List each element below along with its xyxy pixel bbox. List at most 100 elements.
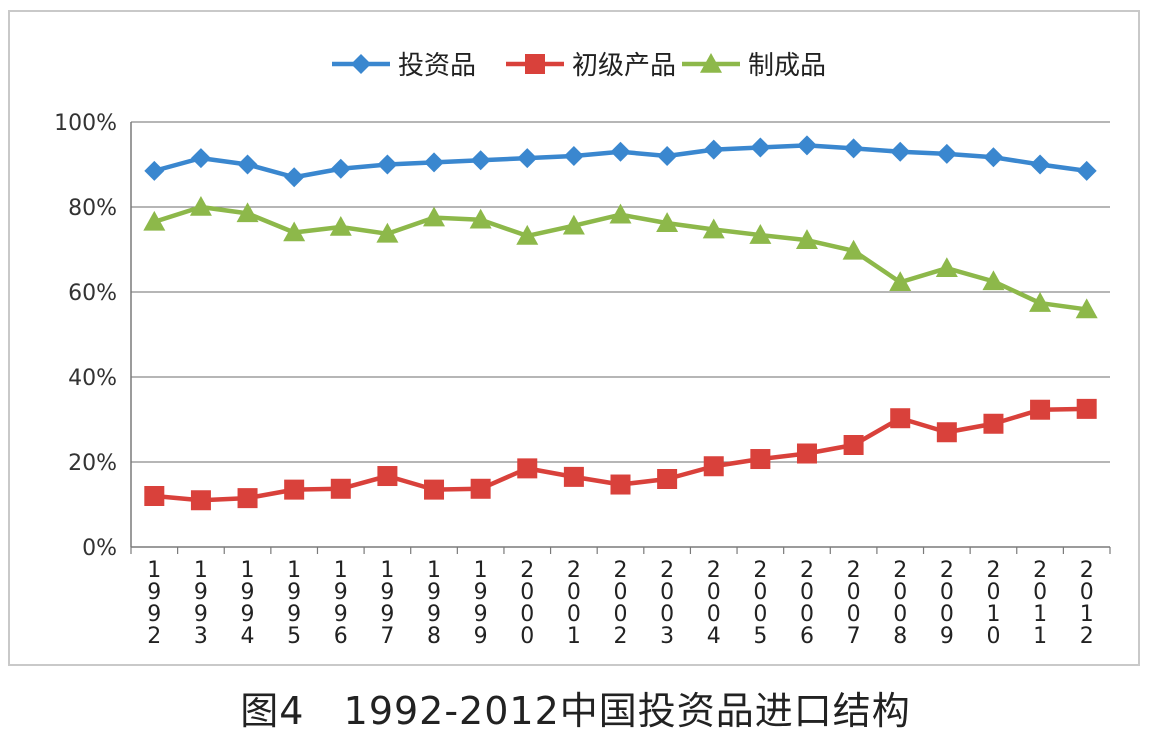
data-point [796,135,817,156]
legend-marker [700,53,722,73]
data-point [237,488,258,509]
data-point [1076,160,1097,181]
legend-label: 投资品 [398,51,476,81]
data-point [983,147,1004,168]
data-point [703,456,724,477]
series-layer [143,135,1098,511]
chart-frame: 0% 20% 40% 60% 80% 100% 1 9 9 2 1 9 9 3 1 9 9 4 1 9 9 5 1 9 9 6 1 9… [8,10,1140,666]
series-2 [144,398,1097,511]
data-point [936,422,957,443]
y-tick-label: 0% [82,536,117,561]
data-point [424,152,445,173]
grid-layer [131,121,1110,463]
data-point [377,466,398,487]
data-point [936,143,957,164]
data-point [237,154,258,175]
series-3 [143,196,1098,319]
data-point [1029,292,1052,312]
data-point [284,167,305,188]
data-point [890,408,911,429]
data-point [284,479,305,500]
figure-label: 图4 [240,689,305,733]
data-point [842,239,865,260]
data-point [423,206,446,227]
data-point [562,214,585,235]
data-point [469,208,492,229]
data-point [843,138,864,159]
line-chart: 0% 20% 40% 60% 80% 100% 1 9 9 2 1 9 9 3 1 9 9 4 1 9 9 5 1 9 9 6 1 9… [54,51,1111,649]
data-point [889,271,912,292]
data-point [657,146,678,166]
legend-label: 初级产品 [572,51,676,81]
legend-marker [351,54,371,74]
figure-title: 1992-2012中国投资品进口结构 [343,689,911,733]
data-point [190,490,211,511]
data-point [517,458,538,479]
data-point [143,210,166,231]
legend-item: 制成品 [682,51,826,81]
data-point [376,222,399,243]
data-point [656,212,679,232]
data-point [470,478,491,499]
data-point [236,202,259,223]
data-point [329,215,352,236]
data-point [610,141,631,162]
series-1 [144,135,1097,188]
data-point [749,224,772,244]
figure-caption: 图4 1992-2012中国投资品进口结构 [0,680,1151,735]
y-tick-label: 80% [68,196,117,221]
data-point [424,479,445,500]
data-point [935,257,958,277]
data-point [702,218,725,239]
data-point [703,139,724,160]
data-point [144,486,165,506]
data-point [190,148,211,169]
data-point [1030,154,1051,175]
y-tick-label: 20% [68,451,117,476]
axis-layer: 0% 20% 40% 60% 80% 100% 1 9 9 2 1 9 9 3 1 9 9 4 1 9 9 5 1 9 9 6 1 9… [54,111,1111,649]
data-point [843,435,864,455]
data-point [517,148,538,169]
data-point [796,443,817,464]
data-point [189,196,212,216]
data-point [750,449,771,470]
legend-item: 投资品 [332,51,476,81]
data-point [144,160,165,181]
legend-label: 制成品 [748,51,826,81]
data-point [283,221,306,242]
legend: 投资品 初级产品 制成品 [332,51,826,81]
data-point [609,203,632,224]
data-point [516,224,539,245]
data-point [610,474,631,495]
data-point [982,270,1005,291]
data-point [377,154,398,175]
y-tick-label: 40% [68,366,117,391]
data-point [795,229,818,249]
data-point [1076,398,1097,419]
data-point [657,469,678,489]
data-point [983,413,1004,434]
data-point [1030,399,1051,420]
data-point [890,141,911,162]
y-tick-label: 100% [54,111,117,136]
data-point [750,137,771,158]
